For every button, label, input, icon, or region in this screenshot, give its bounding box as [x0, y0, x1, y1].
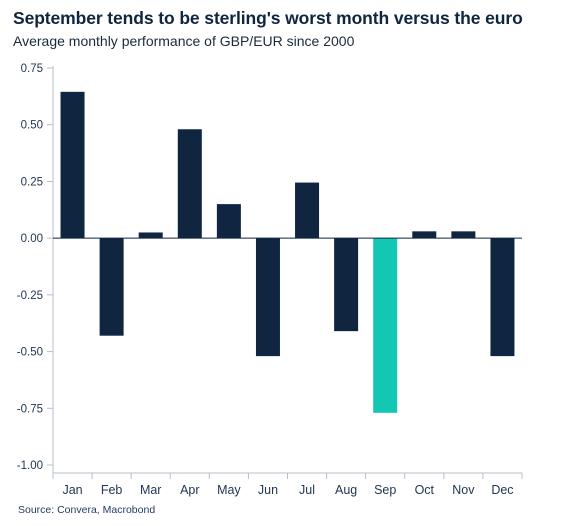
y-tick-label: 0.75	[21, 63, 43, 75]
bars	[60, 91, 515, 413]
x-tick-label: Mar	[140, 483, 162, 497]
bar-dec	[490, 238, 515, 357]
x-tick-label: May	[217, 483, 241, 497]
x-tick-label: Aug	[335, 483, 357, 497]
y-tick-label: 0.25	[21, 176, 43, 188]
y-tick-label: -0.25	[17, 290, 43, 302]
x-tick-label: Feb	[101, 483, 123, 497]
y-tick-label: 0.00	[21, 233, 43, 245]
x-tick-label: Oct	[415, 483, 435, 497]
bar-aug	[334, 238, 359, 332]
bar-nov	[451, 231, 476, 239]
x-tick-label: Apr	[180, 483, 199, 497]
bar-sep	[373, 238, 398, 413]
x-tick-label: Jan	[62, 483, 82, 497]
x-tick-label: Nov	[452, 483, 475, 497]
x-tick-label: Dec	[491, 483, 513, 497]
x-tick-label: Jun	[258, 483, 278, 497]
y-tick-label: -0.50	[17, 347, 43, 359]
x-tick-label: Jul	[299, 483, 315, 497]
bar-oct	[412, 231, 437, 239]
bar-apr	[177, 129, 202, 239]
bar-jan	[60, 91, 85, 239]
x-axis: Jan Feb Mar Apr May Jun Jul Aug Sep Oct Nov Dec	[52, 472, 523, 497]
chart-title: September tends to be sterling's worst m…	[13, 8, 523, 28]
y-tick-label: 0.50	[21, 120, 43, 132]
bar-jul	[295, 182, 320, 239]
y-tick-label: -0.75	[17, 403, 43, 415]
y-tick-label: -1.00	[17, 460, 43, 472]
source-note: Source: Convera, Macrobond	[18, 504, 156, 516]
x-tick-label: Sep	[374, 483, 396, 497]
chart-subtitle: Average monthly performance of GBP/EUR s…	[13, 33, 355, 49]
bar-jun	[255, 238, 280, 357]
bar-may	[216, 204, 241, 239]
bar-mar	[138, 232, 163, 239]
y-axis: 0.75 0.50 0.25 0.00 -0.25 -0.50 -0.75 -1.00	[17, 63, 54, 473]
bar-feb	[99, 238, 124, 336]
